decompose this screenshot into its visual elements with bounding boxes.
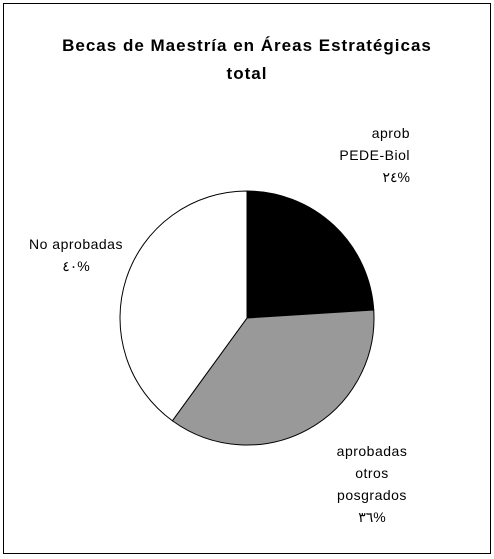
chart-title: Becas de Maestría en Áreas Estratégicas …	[62, 36, 432, 83]
pie-slice	[119, 190, 248, 422]
pie-slice	[171, 309, 375, 446]
slice-label: No aprobadas ٤٠%	[28, 233, 124, 277]
value-label: ٤٠%	[62, 258, 90, 274]
slice-label: aprobadas otros posgrados ٣٦%	[322, 440, 422, 528]
category-label: aprobadas otros posgrados	[336, 443, 408, 503]
slice-label: aprob PEDE-Biol ٢٤%	[330, 122, 410, 188]
category-label: aprob PEDE-Biol	[339, 125, 410, 163]
pie-slice	[246, 190, 375, 319]
value-label: ٣٦%	[358, 509, 386, 525]
value-label: ٢٤%	[382, 169, 410, 185]
category-label: No aprobadas	[29, 236, 123, 252]
